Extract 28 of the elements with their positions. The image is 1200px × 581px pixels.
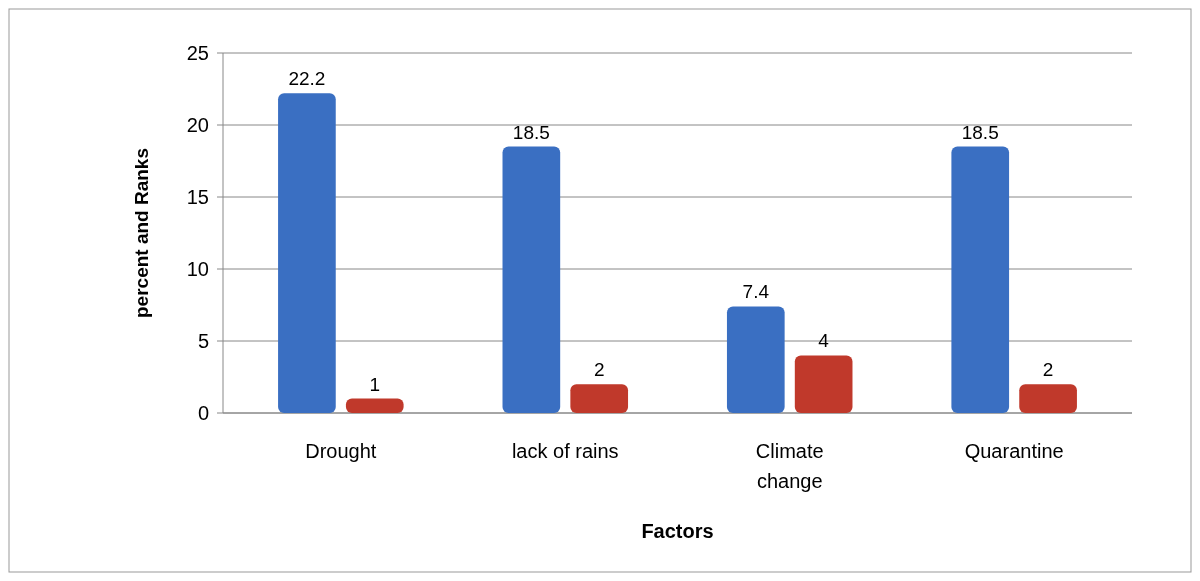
bar (570, 384, 629, 413)
data-label: 4 (818, 330, 830, 352)
x-tick-label: Quarantine (964, 440, 1064, 462)
bar (278, 93, 336, 413)
data-label: 18.5 (961, 121, 999, 143)
data-label: 2 (1042, 359, 1054, 381)
x-tick-label: Drought (305, 440, 377, 462)
y-tick-label: 5 (197, 330, 209, 352)
y-tick-label: 25 (186, 42, 209, 64)
y-tick-label: 0 (197, 402, 209, 424)
bar (502, 146, 561, 413)
x-axis-title: Factors (641, 520, 714, 542)
data-label: 18.5 (512, 121, 550, 143)
x-tick-label: Climate change (755, 440, 824, 492)
y-axis-title: percent and Ranks (131, 148, 152, 318)
y-tick-label: 10 (186, 258, 209, 280)
data-label: 1 (369, 373, 381, 395)
bar (1019, 384, 1077, 413)
data-label: 2 (593, 359, 605, 381)
data-label: 7.4 (742, 281, 770, 303)
bar (726, 306, 785, 413)
bar (951, 146, 1010, 413)
y-tick-label: 20 (186, 114, 209, 136)
bar (794, 355, 853, 413)
y-tick-label: 15 (186, 186, 209, 208)
x-tick-label: lack of rains (511, 440, 619, 462)
data-label: 22.2 (288, 68, 326, 90)
bar (345, 398, 404, 413)
